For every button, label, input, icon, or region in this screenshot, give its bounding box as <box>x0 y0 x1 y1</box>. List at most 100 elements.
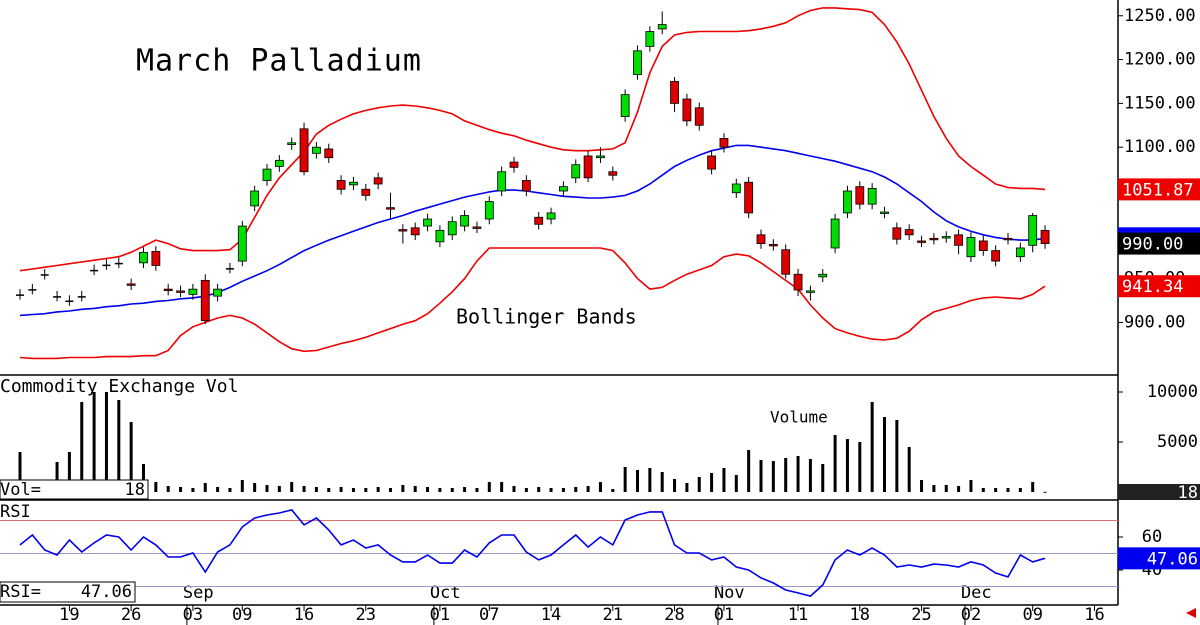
candle-body <box>336 180 346 190</box>
candle-body <box>114 262 123 265</box>
y-tick-label: 1200.00 <box>1124 50 1196 70</box>
candle-body <box>991 250 1001 262</box>
candle-body <box>546 212 556 220</box>
band-line <box>19 247 1046 360</box>
volume-bar <box>129 422 133 492</box>
volume-bar <box>1006 488 1010 492</box>
rsi-line <box>19 509 1046 597</box>
candle-body <box>707 155 716 170</box>
candle-body <box>213 288 223 297</box>
volume-bar <box>512 486 516 492</box>
volume-bar <box>623 467 627 492</box>
candle-body <box>40 274 49 276</box>
y-tick-label: 900.00 <box>1124 312 1185 332</box>
volume-bar <box>179 487 183 492</box>
volume-bar <box>290 482 294 492</box>
volume-bar <box>673 479 677 492</box>
candle-body <box>1040 230 1050 244</box>
volume-bar <box>821 464 825 492</box>
candle-body <box>929 237 939 241</box>
volume-bar <box>401 485 405 492</box>
x-tick-label: 01 <box>714 605 734 625</box>
candle-body <box>534 216 544 225</box>
x-tick-label: 09 <box>1022 605 1042 625</box>
volume-bar <box>734 475 738 492</box>
candle-body <box>744 181 754 214</box>
month-label: Oct <box>430 583 461 603</box>
lower-band-marker-box <box>1118 275 1200 298</box>
scroll-arrow[interactable] <box>1186 608 1196 618</box>
volume-bar <box>55 462 59 492</box>
volume-bar <box>549 488 553 492</box>
candle-body <box>843 190 852 214</box>
candle-body <box>682 98 692 122</box>
volume-bar <box>1031 482 1035 492</box>
volume-bar <box>426 487 430 492</box>
x-tick-label: 21 <box>603 605 623 625</box>
candle-body <box>361 188 371 196</box>
volume-bar <box>833 435 837 492</box>
candle-body <box>559 186 568 192</box>
volume-bar <box>240 480 244 492</box>
volume-bar <box>685 483 689 492</box>
volume-bar <box>339 487 343 492</box>
volume-bar <box>364 488 368 492</box>
volume-bar <box>598 482 602 492</box>
volume-bar <box>796 456 800 492</box>
volume-bar <box>376 487 380 492</box>
candle-body <box>410 227 420 236</box>
month-label: Dec <box>961 583 992 603</box>
volume-bar <box>747 450 751 492</box>
candle-body <box>657 24 667 30</box>
volume-bar <box>450 488 454 492</box>
volume-bar <box>142 464 145 492</box>
month-label: Sep <box>183 583 214 603</box>
candle-body <box>670 81 679 104</box>
volume-bar <box>18 452 22 492</box>
candle-body <box>151 251 161 266</box>
readout-box <box>0 581 136 603</box>
x-tick-label: 02 <box>961 605 981 625</box>
candle-body <box>571 164 581 179</box>
volume-bar <box>883 417 886 492</box>
volume-bar <box>870 402 874 492</box>
x-tick-label: 07 <box>479 605 499 625</box>
candle-body <box>904 229 914 236</box>
candle-body <box>818 273 828 278</box>
y-tick-label: 60 <box>1142 527 1162 547</box>
value-marker-box <box>1118 484 1200 500</box>
volume-bar <box>969 480 973 492</box>
candle-body <box>139 251 148 264</box>
x-tick-label: 28 <box>664 605 684 625</box>
volume-bar <box>216 487 220 492</box>
readout-label: Vol= <box>0 480 41 500</box>
candle-body <box>892 227 902 240</box>
candle-body <box>299 128 309 173</box>
volume-bar <box>648 468 652 492</box>
candle-body <box>793 273 803 291</box>
candle-body <box>509 161 519 168</box>
volume-bar <box>203 483 207 492</box>
candle-body <box>497 171 507 192</box>
candle-body <box>954 234 963 246</box>
candle-body <box>806 290 815 293</box>
volume-bar <box>191 488 195 492</box>
volume-bar <box>920 480 924 492</box>
volume-bar <box>611 489 615 492</box>
candle-body <box>880 211 889 214</box>
volume-bar <box>302 486 306 492</box>
volume-bar <box>166 486 170 492</box>
candle-body <box>731 183 741 194</box>
y-tick-label: 1250.00 <box>1124 6 1196 26</box>
volume-bar <box>561 488 565 492</box>
x-tick-label: 01 <box>430 605 450 625</box>
readout-value: 47.06 <box>81 582 132 602</box>
candle-body <box>966 237 976 258</box>
volume-bar <box>759 460 763 492</box>
candle-body <box>53 296 62 298</box>
x-tick-label: 23 <box>356 605 376 625</box>
volume-bar <box>537 487 541 492</box>
candle-body <box>768 244 778 247</box>
x-tick-label: 16 <box>294 605 314 625</box>
